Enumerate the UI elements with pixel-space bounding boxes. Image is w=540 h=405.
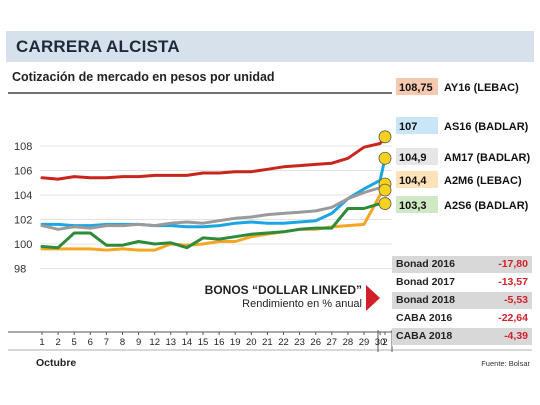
y-tick-label: 102 [14,215,32,227]
x-tick-label: 9 [136,337,141,348]
chart-title: CARRERA ALCISTA [16,37,180,56]
series-end-value: 104,4 [399,175,427,187]
value-label-box [396,196,438,213]
x-tick-label: 30 [375,337,386,348]
series-end-value: 107 [399,121,417,133]
series-end-value: 104,9 [399,152,427,164]
x-tick-label: 27 [327,337,338,348]
series-end-value: 103,3 [399,200,427,212]
pointer-arrow-icon [366,285,380,311]
x-tick-label: 6 [88,337,93,348]
source-note: Fuente: Bolsar [481,359,530,368]
bond-name: CABA 2016 [392,309,482,328]
inset-title: BONOS “DOLLAR LINKED” [204,283,362,297]
series-line [40,202,387,250]
value-label-box [396,148,438,165]
value-label-box [396,117,438,134]
value-label-box [396,171,438,188]
bond-name: Bonad 2016 [392,256,482,274]
x-tick-label: 28 [343,337,354,348]
x-tick-label: 5 [72,337,77,348]
y-tick-label: 104 [14,190,32,202]
series-name: AS16 (BADLAR) [444,121,529,133]
x-tick-label: 1 [39,337,44,348]
series-end-marker [378,151,392,165]
x-tick-label: 20 [246,337,257,348]
series-line [40,135,387,181]
x-tick-label: 26 [310,337,321,348]
chart-subtitle: Cotización de mercado en pesos por unida… [12,70,275,84]
bond-yield: -4,39 [481,327,532,346]
series-end-marker [378,183,392,197]
table-row: Bonad 2016 -17,80 [392,256,532,274]
x-tick-label: 16 [214,337,225,348]
y-tick-label: 98 [14,264,26,276]
x-tick-label: 21 [262,337,273,348]
table-row: CABA 2016 -22,64 [392,309,532,328]
series-name: A2S6 (BADLAR) [444,200,529,212]
series-end-value: 108,75 [399,82,433,94]
bond-name: Bonad 2017 [392,273,482,292]
value-label-box [396,78,438,95]
table-row: Bonad 2018 -5,53 [392,291,532,310]
series-name: AM17 (BADLAR) [444,152,531,164]
x-axis-label: Octubre [36,357,77,369]
table-row: CABA 2018 -4,39 [392,327,532,346]
y-tick-label: 106 [14,166,32,178]
x-tick-label: 15 [198,337,209,348]
x-tick-label: 23 [294,337,305,348]
bond-yield: -13,57 [481,273,532,292]
series-name: A2M6 (LEBAC) [444,175,522,187]
x-tick-label: 13 [166,337,177,348]
series-line [40,156,387,229]
bond-yield: -17,80 [481,256,532,274]
x-tick-label: 12 [149,337,160,348]
y-tick-label: 108 [14,141,32,153]
x-tick-label: 2 [382,337,387,348]
title-bar: CARRERA ALCISTA [6,31,534,62]
x-tick-label: 14 [182,337,193,348]
table-row: Bonad 2017 -13,57 [392,273,532,292]
bond-name: Bonad 2018 [392,291,482,310]
inset-subtitle: Rendimiento en % anual [242,298,362,310]
bonds-table: Bonad 2016 -17,80 Bonad 2017 -13,57 Bonad 20… [392,256,532,346]
series-end-marker [378,197,392,210]
x-tick-label: 7 [104,337,109,348]
x-tick-label: 8 [120,337,125,348]
bond-yield: -22,64 [481,309,532,328]
x-tick-label: 29 [359,337,370,348]
x-tick-label: 22 [278,337,289,348]
bond-name: CABA 2018 [392,327,482,346]
series-name: AY16 (LEBAC) [444,82,519,94]
series-line [40,182,387,231]
series-end-marker [378,130,392,144]
series-line [40,188,387,252]
x-tick-label: 2 [55,337,60,348]
x-tick-label: 19 [230,337,241,348]
bond-yield: -5,53 [481,291,532,310]
y-tick-label: 100 [14,239,32,251]
